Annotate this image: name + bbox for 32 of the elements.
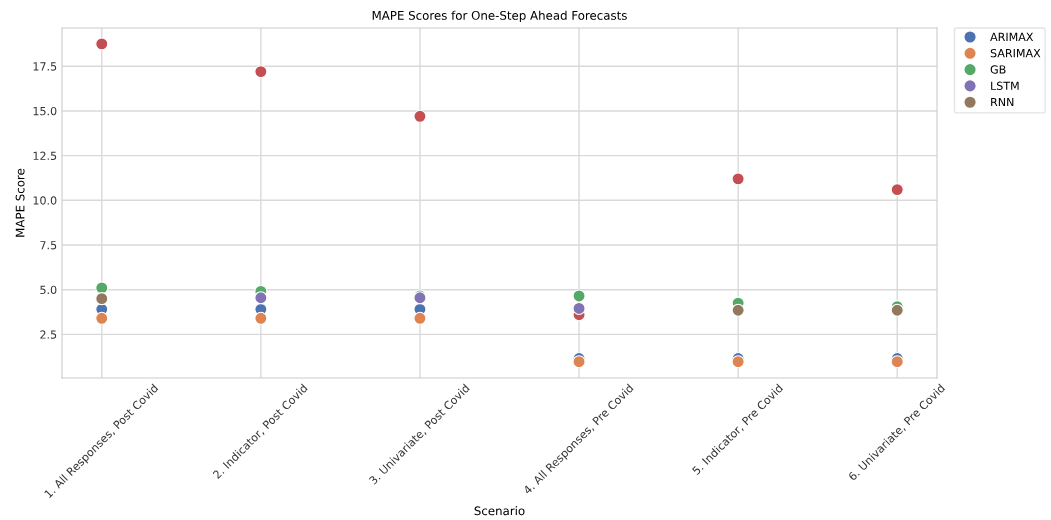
point <box>95 281 109 295</box>
point <box>731 355 745 369</box>
point <box>95 292 109 306</box>
y-axis-title: MAPE Score <box>15 168 25 237</box>
point <box>413 109 427 123</box>
y-tick-label: 15.0 <box>33 106 57 116</box>
point <box>572 355 586 369</box>
point <box>95 37 109 51</box>
point <box>572 301 586 316</box>
point <box>413 311 427 325</box>
point <box>731 172 745 186</box>
y-tick-label: 2.5 <box>40 330 57 339</box>
legend-label: ARIMAX <box>990 32 1034 41</box>
chart-title: MAPE Scores for One-Step Ahead Forecasts <box>372 10 627 23</box>
x-axis-title: Scenario <box>474 506 525 516</box>
y-tick-label: 12.5 <box>33 151 57 161</box>
point <box>95 311 109 325</box>
legend-label: SARIMAX <box>990 48 1041 58</box>
point <box>731 303 745 317</box>
y-tick-label: 17.5 <box>33 62 57 71</box>
y-tick-label: 5.0 <box>40 285 57 295</box>
point <box>890 183 904 197</box>
legend-label: RNN <box>991 98 1014 107</box>
y-tick-label: 7.5 <box>40 241 57 250</box>
point <box>572 289 586 303</box>
point <box>254 311 268 325</box>
legend-label: LSTM <box>991 81 1019 90</box>
point <box>254 65 268 79</box>
point <box>254 291 268 305</box>
y-tick-label: 10.0 <box>33 196 57 205</box>
legend-label: GB <box>990 65 1006 74</box>
point <box>890 355 904 369</box>
